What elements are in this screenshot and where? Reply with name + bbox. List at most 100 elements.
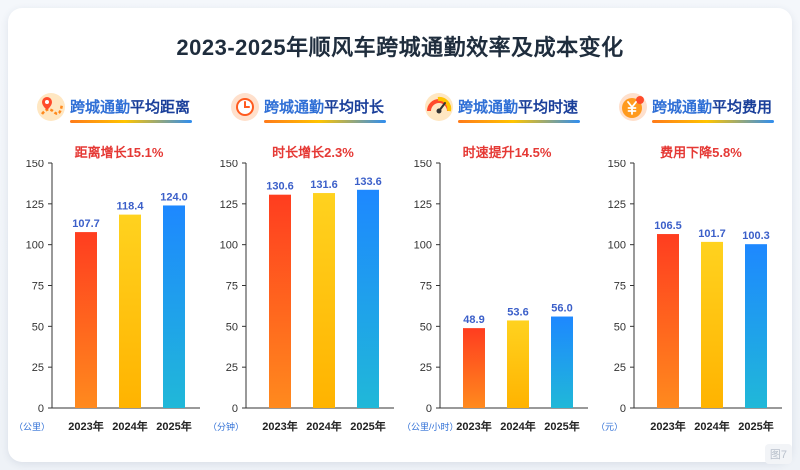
bar-chart-speed: 0 25 50 75 100 125 150 48.9 2023年 53.6 2024年 56.0 20… bbox=[402, 160, 588, 433]
yuan-coin-icon bbox=[619, 93, 647, 121]
y-tick-label: 25 bbox=[420, 362, 432, 374]
x-tick-label: 2025年 bbox=[738, 419, 773, 433]
bar-chart-distance: 0 25 50 75 100 125 150 107.7 2023年 118.4 2024年 124.… bbox=[14, 160, 200, 433]
clock-icon bbox=[231, 93, 259, 121]
y-tick-label: 0 bbox=[426, 403, 432, 415]
panel-cost: 跨城通勤平均费用 费用下降5.8% 0 25 50 75 100 125 150 106.5 2… bbox=[596, 88, 786, 448]
header-emphasis: 平均距离 bbox=[130, 99, 191, 116]
bar-value-label: 124.0 bbox=[160, 191, 188, 203]
unit-label: （分钟） bbox=[208, 421, 244, 432]
x-tick-label: 2023年 bbox=[68, 419, 103, 433]
y-tick-label: 50 bbox=[614, 321, 626, 333]
y-tick-label: 150 bbox=[26, 160, 44, 170]
y-tick-label: 125 bbox=[608, 199, 626, 211]
bar-value-label: 133.6 bbox=[354, 176, 382, 188]
y-tick-label: 25 bbox=[32, 362, 44, 374]
y-tick-label: 75 bbox=[614, 281, 626, 293]
bar-2025年 bbox=[163, 205, 185, 408]
bar-2025年 bbox=[745, 244, 767, 408]
bar-value-label: 101.7 bbox=[698, 228, 726, 240]
panel-header: 跨城通勤平均时速 bbox=[402, 88, 592, 124]
x-tick-label: 2024年 bbox=[694, 419, 729, 433]
header-emphasis: 平均时长 bbox=[324, 99, 385, 116]
x-tick-label: 2023年 bbox=[650, 419, 685, 433]
panel-header-title: 跨城通勤平均时长 bbox=[264, 96, 384, 117]
speedometer-icon bbox=[425, 93, 453, 121]
header-prefix: 跨城通勤 bbox=[652, 99, 713, 116]
bar-value-label: 100.3 bbox=[742, 230, 770, 242]
x-tick-label: 2023年 bbox=[456, 419, 491, 433]
y-tick-label: 150 bbox=[414, 160, 432, 170]
y-tick-label: 0 bbox=[620, 403, 626, 415]
y-tick-label: 75 bbox=[420, 281, 432, 293]
panel-header: 跨城通勤平均距离 bbox=[14, 88, 204, 124]
change-label: 时速提升14.5% bbox=[462, 145, 552, 160]
x-tick-label: 2024年 bbox=[500, 419, 535, 433]
map-pin-route-icon bbox=[37, 93, 65, 121]
y-tick-label: 50 bbox=[420, 321, 432, 333]
panel-distance: 跨城通勤平均距离 距离增长15.1% 0 25 50 75 100 125 150 107.7… bbox=[14, 88, 204, 448]
y-tick-label: 100 bbox=[220, 240, 238, 252]
y-tick-label: 125 bbox=[414, 199, 432, 211]
change-label: 距离增长15.1% bbox=[74, 145, 164, 160]
y-tick-label: 100 bbox=[26, 240, 44, 252]
unit-label: （元） bbox=[596, 422, 623, 432]
bar-2025年 bbox=[357, 189, 379, 408]
x-tick-label: 2024年 bbox=[306, 419, 341, 433]
panel-header-title: 跨城通勤平均距离 bbox=[70, 96, 190, 117]
panel-header: 跨城通勤平均费用 bbox=[596, 88, 786, 124]
x-tick-label: 2025年 bbox=[544, 419, 579, 433]
bar-2023年 bbox=[269, 194, 291, 408]
bar-value-label: 106.5 bbox=[654, 220, 682, 232]
bar-value-label: 131.6 bbox=[310, 179, 338, 191]
y-tick-label: 75 bbox=[32, 281, 44, 293]
header-underline bbox=[264, 120, 386, 123]
bar-value-label: 130.6 bbox=[266, 181, 294, 193]
panel-duration: 跨城通勤平均时长 时长增长2.3% 0 25 50 75 100 125 150 130.6 2… bbox=[208, 88, 398, 448]
panel-header: 跨城通勤平均时长 bbox=[208, 88, 398, 124]
panel-header-title: 跨城通勤平均时速 bbox=[458, 96, 578, 117]
header-prefix: 跨城通勤 bbox=[70, 99, 131, 116]
bar-chart-cost: 0 25 50 75 100 125 150 106.5 2023年 101.7 2024年 100.… bbox=[596, 160, 782, 433]
y-tick-label: 125 bbox=[26, 199, 44, 211]
bar-value-label: 56.0 bbox=[551, 303, 572, 315]
change-label: 时长增长2.3% bbox=[272, 145, 354, 160]
bar-2023年 bbox=[463, 328, 485, 408]
header-underline bbox=[652, 120, 774, 123]
header-prefix: 跨城通勤 bbox=[458, 99, 519, 116]
y-tick-label: 125 bbox=[220, 199, 238, 211]
panel-speed: 跨城通勤平均时速 时速提升14.5% 0 25 50 75 100 125 150 48.9 2… bbox=[402, 88, 592, 448]
y-tick-label: 0 bbox=[38, 403, 44, 415]
bar-chart-duration: 0 25 50 75 100 125 150 130.6 2023年 131.6 2024年 133.… bbox=[208, 160, 394, 433]
y-tick-label: 150 bbox=[220, 160, 238, 170]
y-tick-label: 0 bbox=[232, 403, 238, 415]
y-tick-label: 25 bbox=[226, 362, 238, 374]
x-tick-label: 2025年 bbox=[350, 419, 385, 433]
header-emphasis: 平均费用 bbox=[712, 99, 773, 116]
y-tick-label: 100 bbox=[608, 240, 626, 252]
bar-2023年 bbox=[75, 232, 97, 408]
x-tick-label: 2024年 bbox=[112, 419, 147, 433]
page-title: 2023-2025年顺风车跨城通勤效率及成本变化 bbox=[176, 35, 624, 60]
header-underline bbox=[70, 120, 192, 123]
bar-value-label: 118.4 bbox=[117, 201, 145, 213]
bar-2024年 bbox=[701, 241, 723, 408]
panel-header-title: 跨城通勤平均费用 bbox=[652, 96, 772, 117]
bar-value-label: 53.6 bbox=[507, 306, 528, 318]
y-tick-label: 150 bbox=[608, 160, 626, 170]
bar-2024年 bbox=[119, 214, 141, 408]
y-tick-label: 50 bbox=[32, 321, 44, 333]
header-emphasis: 平均时速 bbox=[518, 99, 579, 116]
figure-number: 图7 bbox=[764, 444, 792, 464]
unit-label: （公里/小时） bbox=[402, 421, 459, 432]
bar-2024年 bbox=[507, 320, 529, 408]
unit-label: （公里） bbox=[14, 422, 50, 432]
bar-2024年 bbox=[313, 193, 335, 408]
x-tick-label: 2025年 bbox=[156, 419, 191, 433]
header-underline bbox=[458, 120, 580, 123]
y-tick-label: 25 bbox=[614, 362, 626, 374]
bar-value-label: 107.7 bbox=[72, 218, 100, 230]
y-tick-label: 100 bbox=[414, 240, 432, 252]
bar-2023年 bbox=[657, 234, 679, 408]
change-label: 费用下降5.8% bbox=[660, 145, 742, 160]
